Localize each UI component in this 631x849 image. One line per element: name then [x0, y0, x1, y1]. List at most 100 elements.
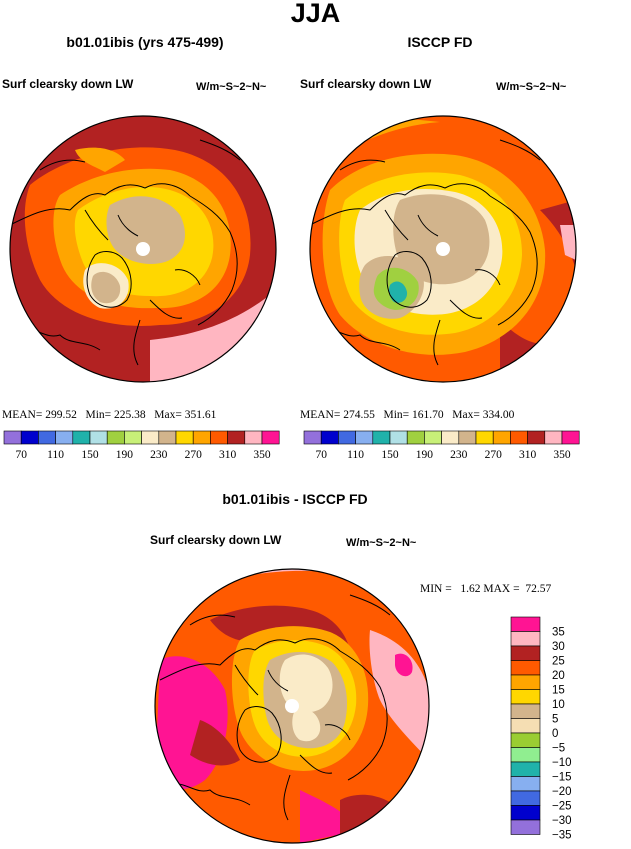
colorbar-box [510, 790, 541, 806]
colorbar-tick-label: 30 [552, 641, 565, 653]
colorbar-tick-label: 190 [416, 449, 434, 461]
colorbar-tick-label: −5 [552, 743, 565, 755]
colorbar-tick-label: 110 [47, 449, 64, 461]
colorbar-box [244, 430, 263, 445]
panel1-units-label: W/m~S~2~N~ [196, 81, 267, 93]
panel1-map-border [9, 115, 277, 383]
colorbar-tick-label: 35 [552, 627, 565, 639]
diff-units-label: W/m~S~2~N~ [346, 537, 417, 549]
colorbar-box [72, 430, 91, 445]
colorbar-tick-label: 230 [150, 449, 168, 461]
colorbar-box [89, 430, 108, 445]
colorbar-tick-label: 190 [116, 449, 134, 461]
colorbar-tick-label: 350 [253, 449, 271, 461]
colorbar-tick-label: 0 [552, 728, 558, 740]
diff-max-value: 72.57 [525, 583, 552, 595]
colorbar-box [158, 430, 177, 445]
colorbar-box [510, 747, 541, 763]
colorbar-tick-label: 150 [381, 449, 399, 461]
colorbar-box [320, 430, 339, 445]
diff-min-label: MIN = [420, 583, 452, 595]
panel2-max-value: 334.00 [482, 409, 515, 421]
colorbar-box [424, 430, 442, 445]
colorbar-tick-label: 5 [552, 714, 558, 726]
diff-stats: MIN = 1.62 MAX = 72.57 [420, 583, 551, 595]
colorbar-box [210, 430, 228, 445]
colorbar-tick-label: −10 [552, 757, 572, 769]
colorbar-tick-label: 70 [315, 449, 327, 461]
panel1-mean-value: 299.52 [45, 409, 77, 421]
panel2-stats: MEAN= 274.55 Min= 161.70 Max= 334.00 [300, 409, 514, 421]
colorbar-box [3, 430, 22, 445]
colorbar-tick-label: 310 [219, 449, 237, 461]
colorbar-tick-label: 25 [552, 656, 565, 668]
colorbar-box [227, 430, 246, 445]
colorbar-box [192, 430, 211, 445]
colorbar-box [510, 689, 541, 705]
colorbar-tick-label: 15 [552, 685, 565, 697]
colorbar-tick-label: 150 [81, 449, 99, 461]
panel2-min-value: 161.70 [412, 409, 444, 421]
colorbar-box [261, 430, 280, 445]
colorbar-box [355, 430, 374, 445]
colorbar-box [338, 430, 356, 445]
diff-variable-label: Surf clearsky down LW [150, 533, 282, 547]
colorbar-tick-label: 110 [347, 449, 364, 461]
colorbar-box [372, 430, 391, 445]
colorbar-box [458, 430, 477, 445]
colorbar-box [544, 430, 563, 445]
colorbar-box [510, 761, 541, 777]
panel2-mean-value: 274.55 [343, 409, 375, 421]
panel1-max-label: Max= [154, 409, 182, 421]
colorbar-tick-label: 10 [552, 699, 565, 711]
colorbar-box [106, 430, 125, 445]
panel2-variable-label: Surf clearsky down LW [300, 77, 432, 91]
colorbar-box [175, 430, 194, 445]
colorbar-box [561, 430, 580, 445]
panel1-min-value: 225.38 [114, 409, 146, 421]
panel2-colorbar: 70 110 150 190 230 270 310 350 [303, 430, 580, 461]
colorbar-tick-label: 270 [485, 449, 503, 461]
colorbar-box [510, 430, 528, 445]
panel1-mean-label: MEAN= [2, 409, 43, 421]
diff-max-label: MAX = [483, 583, 520, 595]
colorbar-box [510, 616, 541, 632]
panel2-units-label: W/m~S~2~N~ [496, 81, 567, 93]
colorbar-box [510, 776, 541, 792]
colorbar-tick-label: 270 [185, 449, 203, 461]
colorbar-box [303, 430, 322, 445]
colorbar-tick-label: −15 [552, 772, 572, 784]
colorbar-box [510, 718, 541, 734]
colorbar-box [510, 674, 541, 690]
diff-colorbar: 35 30 25 20 15 10 5 0 −5 −10 −15 −20 −25 −30 −35 [510, 616, 572, 842]
colorbar-box [389, 430, 408, 445]
colorbar-box [55, 430, 74, 445]
colorbar-box [475, 430, 494, 445]
colorbar-tick-label: 20 [552, 670, 565, 682]
diff-polar-map [155, 569, 429, 843]
diff-title: b01.01ibis - ISCCP FD [222, 491, 368, 507]
colorbar-box [141, 430, 160, 445]
panel1-title: b01.01ibis (yrs 475-499) [66, 34, 224, 50]
colorbar-box [510, 732, 541, 748]
page-title: JJA [290, 0, 341, 28]
diff-min-value: 1.62 [460, 583, 481, 595]
colorbar-box [510, 819, 541, 835]
colorbar-tick-label: 310 [519, 449, 537, 461]
panel2-max-label: Max= [452, 409, 480, 421]
panel1-colorbar: 70 110 150 190 230 270 310 350 [3, 430, 280, 461]
colorbar-box [527, 430, 546, 445]
panel1-max-value: 351.61 [184, 409, 217, 421]
colorbar-box [510, 805, 541, 821]
colorbar-box [20, 430, 39, 445]
colorbar-box [510, 660, 541, 676]
colorbar-box [441, 430, 460, 445]
colorbar-tick-label: −35 [552, 830, 572, 842]
panel2-title: ISCCP FD [407, 34, 473, 50]
colorbar-box [510, 703, 541, 719]
colorbar-box [406, 430, 425, 445]
colorbar-tick-label: −20 [552, 786, 572, 798]
panel2-polar-map [310, 116, 576, 382]
colorbar-box [124, 430, 142, 445]
panel2-mean-label: MEAN= [300, 409, 341, 421]
